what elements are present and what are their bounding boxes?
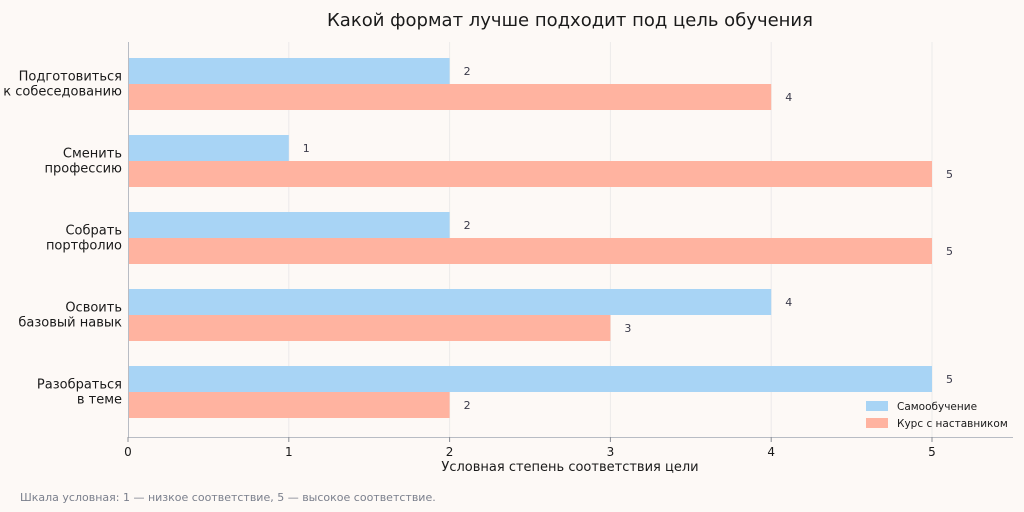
legend-swatch xyxy=(866,401,888,411)
bar xyxy=(128,135,289,161)
bar-value-label: 5 xyxy=(946,168,953,181)
bar-value-label: 5 xyxy=(946,245,953,258)
bar xyxy=(128,238,932,264)
legend-label: Самообучение xyxy=(897,401,977,413)
chart-title: Какой формат лучше подходит под цель обу… xyxy=(327,10,813,31)
category-label-line: Разобраться xyxy=(37,378,122,393)
labels: 0 1 2 3 4 5 2 4 Подготовиться к собеседованию 1 5 См… xyxy=(3,65,953,459)
x-tick-label: 1 xyxy=(285,445,293,459)
category-label-line: Подготовиться xyxy=(19,70,122,85)
bar-value-label: 4 xyxy=(785,296,792,309)
bar xyxy=(128,366,932,392)
bar-value-label: 2 xyxy=(464,399,471,412)
category-label: Сменить профессию xyxy=(44,147,122,177)
category-label: Разобраться в теме xyxy=(37,378,122,408)
category-label-line: Освоить xyxy=(65,301,122,316)
x-tick-label: 4 xyxy=(767,445,775,459)
bar-value-label: 1 xyxy=(303,142,310,155)
bar xyxy=(128,289,772,315)
bar-value-label: 5 xyxy=(946,373,953,386)
x-tick-label: 3 xyxy=(607,445,615,459)
bar-value-label: 4 xyxy=(785,91,792,104)
x-tick-label: 5 xyxy=(928,445,936,459)
category-label-line: базовый навык xyxy=(18,316,122,331)
bar-value-label: 2 xyxy=(464,219,471,232)
category-label-line: профессию xyxy=(44,162,122,177)
category-label: Собрать портфолио xyxy=(46,224,122,254)
bar xyxy=(128,58,450,84)
footnote: Шкала условная: 1 — низкое соответствие,… xyxy=(20,491,436,504)
category-label: Подготовиться к собеседованию xyxy=(3,70,122,100)
bar-value-label: 2 xyxy=(464,65,471,78)
category-label-line: портфолио xyxy=(46,239,122,254)
bar-value-label: 3 xyxy=(624,322,631,335)
bar xyxy=(128,392,450,418)
category-label: Освоить базовый навык xyxy=(18,301,122,331)
legend: Самообучение Курс с наставником xyxy=(866,401,1008,430)
bar xyxy=(128,84,772,110)
bar xyxy=(128,161,932,187)
category-label-line: в теме xyxy=(77,393,122,408)
x-axis-label: Условная степень соответствия цели xyxy=(441,460,698,475)
category-label-line: Сменить xyxy=(63,147,122,162)
bar xyxy=(128,212,450,238)
category-label-line: Собрать xyxy=(65,224,122,239)
x-tick-label: 2 xyxy=(446,445,454,459)
legend-label: Курс с наставником xyxy=(897,418,1008,430)
x-tick-label: 0 xyxy=(124,445,132,459)
category-label-line: к собеседованию xyxy=(3,85,122,100)
bar xyxy=(128,315,611,341)
legend-swatch xyxy=(866,418,888,428)
bars xyxy=(128,58,932,418)
axes xyxy=(128,42,1013,438)
